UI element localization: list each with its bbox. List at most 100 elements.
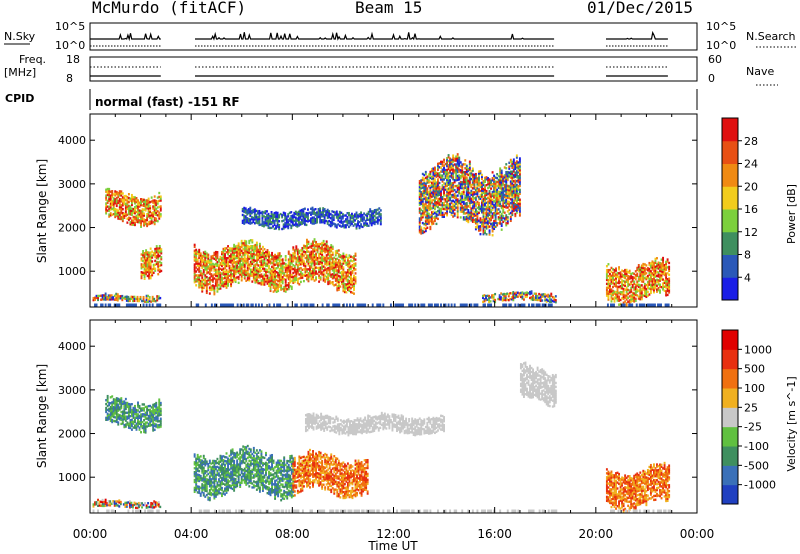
echo-cell [452,174,455,177]
echo-cell [447,154,450,157]
echo-cell [551,299,554,303]
echo-cell [651,264,654,267]
echo-cell [305,213,308,217]
echo-cell [369,218,372,221]
echo-cell [468,199,471,203]
echo-cell [521,297,524,300]
echo-cell [258,268,261,271]
echo-cell [515,293,518,296]
echo-cell [427,185,430,188]
echo-cell [421,186,424,189]
echo-cell [328,219,331,223]
echo-cell [488,300,491,304]
echo-cell [301,250,304,254]
echo-cell [201,256,204,260]
echo-cell [106,187,109,191]
echo-cell [353,263,355,266]
echo-cell [313,271,316,274]
echo-cell [437,180,439,183]
echo-cell [340,265,343,268]
echo-cell [108,195,111,199]
echo-cell [443,203,445,207]
echo-cell [105,202,108,205]
echo-cell [337,286,340,289]
echo-cell [154,267,157,270]
echo-cell [481,195,483,198]
echo-cell [459,194,462,198]
echo-cell [424,214,427,217]
echo-cell [339,277,342,280]
echo-cell [312,273,314,277]
echo-cell [265,252,267,256]
echo-cell [131,303,134,307]
echo-cell [662,258,665,262]
echo-cell [473,187,476,190]
echo-cell [482,225,485,228]
echo-cell [324,280,327,283]
echo-cell [337,288,340,291]
echo-cell [505,218,508,221]
echo-cell [123,195,126,198]
echo-cell [307,254,310,257]
echo-cell [304,266,307,270]
echo-cell [255,213,258,217]
echo-cell [230,253,233,256]
echo-cell [515,197,518,201]
echo-cell [310,250,313,253]
echo-cell [467,191,470,194]
echo-cell [488,298,491,302]
echo-cell [511,205,514,209]
echo-cell [331,259,334,262]
echo-cell [289,273,292,276]
echo-cell [652,283,655,286]
echo-cell [290,287,293,290]
echo-cell [233,267,236,270]
echo-cell [487,204,489,207]
echo-cell [615,294,617,298]
echo-cell [339,275,342,278]
echo-cell [236,260,239,263]
echo-cell [351,269,354,273]
echo-cell [120,210,123,213]
nsearch-tick-top: 10^5 [706,20,736,33]
echo-cell [246,266,249,269]
echo-cell [266,270,269,274]
echo-cell [135,220,138,223]
echo-cell [243,241,246,245]
echo-cell [612,285,614,289]
echo-cell [610,266,613,270]
echo-cell [316,221,319,224]
echo-cell [470,213,473,216]
echo-cell [458,162,461,165]
echo-cell [424,208,427,211]
echo-cell [296,268,299,271]
echo-cell [283,289,286,293]
echo-cell [315,278,318,281]
echo-cell [444,168,447,172]
echo-cell [302,274,305,277]
echo-cell [196,258,199,261]
echo-cell [659,275,661,279]
echo-cell [438,191,441,195]
echo-cell [418,207,421,210]
echo-cell [202,272,205,276]
echo-cell [141,299,144,303]
echo-cell [432,179,435,182]
echo-cell [429,217,432,221]
echo-cell [340,257,343,260]
echo-cell [615,269,617,272]
echo-cell [500,195,503,198]
echo-cell [237,262,240,265]
echo-cell [100,294,103,297]
echo-cell [467,220,470,224]
echo-cell [295,272,298,276]
echo-cell [287,219,290,222]
echo-cell [296,279,299,283]
echo-cell [301,260,304,264]
echo-cell [202,284,205,288]
echo-cell [144,220,147,224]
echo-cell [502,189,505,192]
echo-cell [255,267,258,270]
echo-cell [319,272,322,275]
echo-cell [427,220,430,223]
